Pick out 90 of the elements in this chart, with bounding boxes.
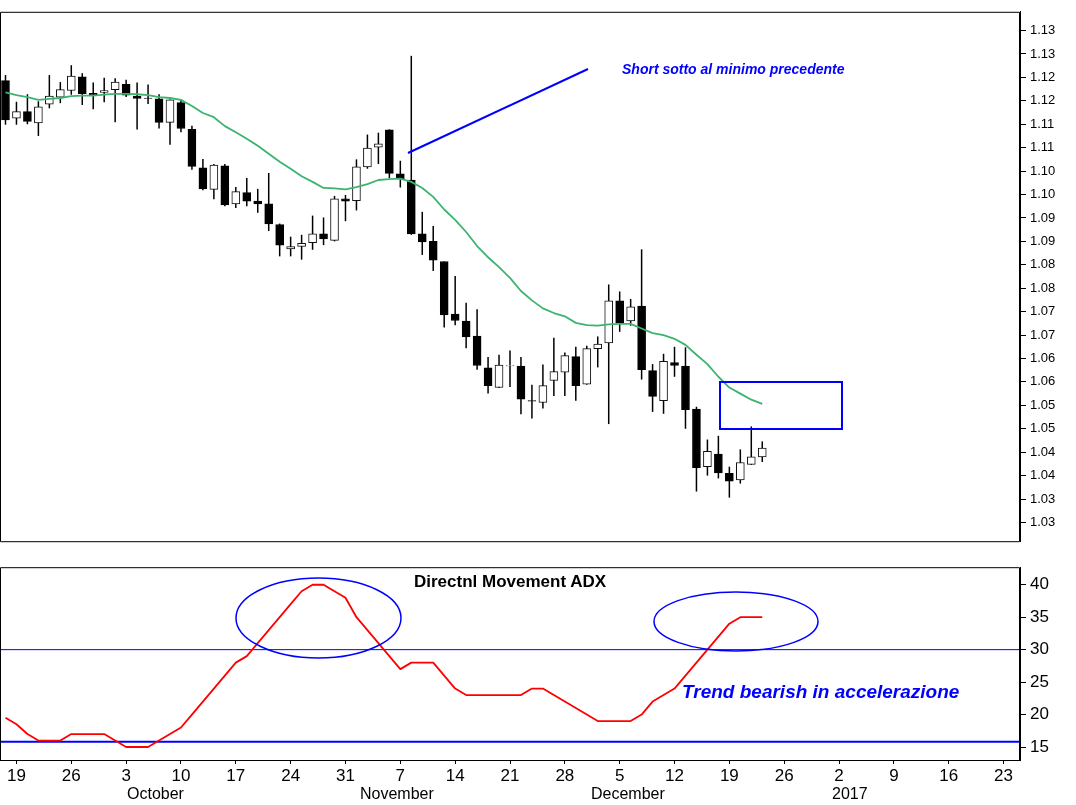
candlestick (560, 351, 570, 397)
y-tick-label: 1.07 (1030, 303, 1056, 319)
y-tick-label: 1.05 (1030, 420, 1056, 436)
candlestick (626, 298, 635, 327)
candlestick (363, 133, 372, 170)
y-tick-label: 1.04 (1030, 467, 1056, 483)
y-tick-label: 1.12 (1030, 92, 1056, 108)
candlestick (55, 81, 65, 104)
candlestick (395, 160, 405, 189)
x-tick-label: 21 (500, 765, 520, 785)
candlestick (735, 448, 745, 485)
x-tick-label: 17 (226, 765, 246, 785)
annotation: Trend bearish in accelerazione (682, 681, 960, 703)
x-tick-label: 19 (6, 765, 26, 785)
candlestick (231, 186, 241, 209)
x-tick-label: 26 (774, 765, 794, 785)
candlestick (286, 235, 295, 258)
candlestick (428, 225, 438, 272)
text: 2017 (832, 785, 868, 803)
candlestick (593, 335, 603, 369)
x-tick-label: 5 (614, 765, 625, 785)
y-tick-label: 20 (1030, 704, 1049, 724)
y-tick-label: 40 (1030, 574, 1049, 594)
candlestick (308, 214, 317, 251)
candlestick (670, 346, 679, 378)
y-tick-label: 30 (1030, 639, 1049, 659)
candlestick (714, 435, 723, 480)
candlestick (242, 177, 252, 207)
text: October (127, 785, 185, 803)
y-tick-label: 1.09 (1030, 232, 1056, 248)
x-tick-label: 3 (121, 765, 131, 785)
y-tick-label: 1.11 (1030, 115, 1055, 131)
candlestick (66, 64, 76, 96)
candlestick (154, 93, 164, 130)
candlestick (417, 211, 427, 256)
candlestick (725, 465, 734, 499)
x-tick-label: 16 (939, 765, 959, 785)
y-tick-label: 35 (1030, 606, 1049, 626)
x-tick-label: 28 (555, 765, 575, 785)
y-tick-label: 1.03 (1030, 514, 1056, 530)
y-tick-label: 1.05 (1030, 396, 1056, 412)
y-tick-label: 15 (1030, 736, 1049, 756)
x-tick-label: 23 (994, 765, 1014, 785)
x-tick-label: 14 (445, 765, 465, 785)
candlestick (34, 100, 43, 137)
candlestick (12, 101, 21, 126)
x-tick-label: 10 (171, 765, 191, 785)
y-tick-label: 1.06 (1030, 373, 1056, 389)
chart-title: Directnl Movement ADX (413, 571, 607, 591)
x-tick-label: 9 (889, 765, 899, 785)
candlestick (757, 440, 767, 463)
x-tick-label: 7 (395, 765, 406, 785)
x-tick-label: 19 (719, 765, 739, 785)
y-tick-label: 1.10 (1030, 186, 1056, 202)
candlestick (538, 363, 548, 410)
y-tick-label: 1.07 (1030, 326, 1056, 342)
y-tick-label: 1.09 (1030, 209, 1056, 225)
y-tick-label: 1.04 (1030, 443, 1056, 459)
candlestick (275, 222, 285, 258)
y-tick-label: 1.08 (1030, 279, 1056, 295)
candlestick (209, 163, 219, 200)
y-tick-label: 25 (1030, 671, 1049, 691)
y-tick-label: 1.12 (1030, 68, 1056, 84)
x-tick-label: 24 (281, 765, 301, 785)
x-tick-label: 26 (61, 765, 81, 785)
annotation: Short sotto al minimo precedente (622, 60, 845, 77)
y-tick-label: 1.08 (1030, 256, 1056, 272)
candlestick (615, 290, 625, 333)
candlestick (341, 194, 350, 222)
y-tick-label: 1.10 (1030, 162, 1056, 178)
candlestick (77, 72, 87, 106)
y-tick-label: 1.03 (1030, 490, 1056, 506)
y-tick-label: 1.06 (1030, 350, 1056, 366)
text: November (360, 785, 435, 803)
candlestick (198, 158, 208, 192)
x-tick-label: 2 (834, 765, 844, 785)
x-tick-label: 12 (665, 765, 684, 785)
x-tick-label: 31 (336, 765, 355, 785)
candlestick (703, 438, 712, 477)
y-tick-label: 1.13 (1030, 22, 1056, 38)
candlestick (746, 425, 756, 466)
candlestick (549, 337, 559, 397)
candlestick (297, 234, 306, 261)
y-tick-label: 1.11 (1030, 139, 1055, 155)
candlestick (374, 131, 383, 165)
text: December (591, 785, 666, 803)
candlestick (264, 172, 274, 232)
candlestick (23, 93, 32, 125)
candlestick (99, 77, 109, 103)
y-tick-label: 1.13 (1030, 45, 1056, 61)
